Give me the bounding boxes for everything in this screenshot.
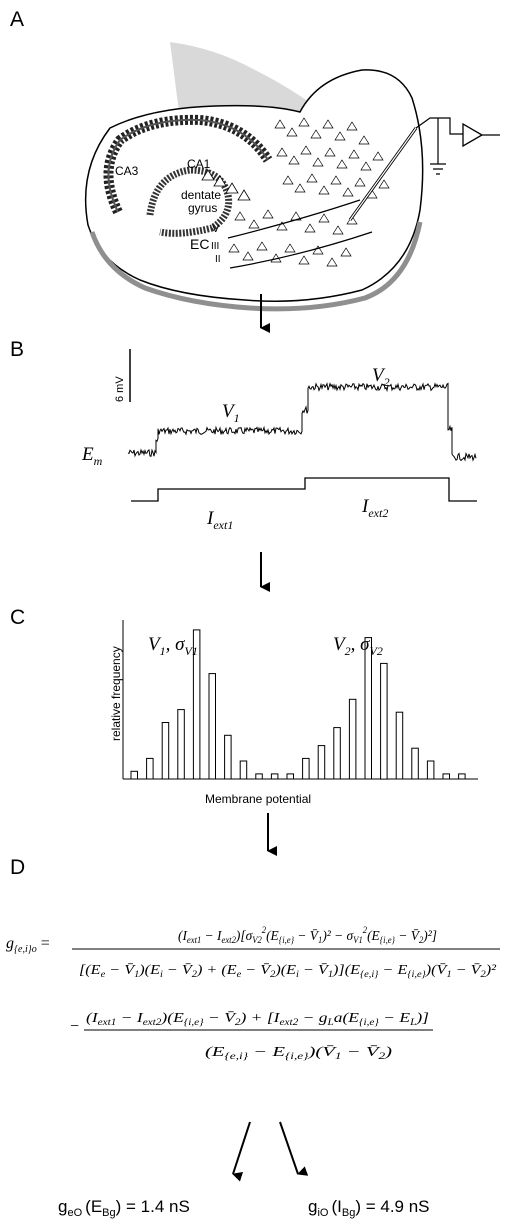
svg-text:g{e,i}o =: g{e,i}o =	[6, 935, 50, 955]
conductance-equation: g{e,i}o = (Iext1 − Iext2)[σV22(E{i,e} − …	[6, 925, 500, 1061]
arrow-to-ge	[232, 1121, 251, 1182]
histogram-bar	[364, 637, 372, 780]
result-ge: geO (EBg) = 1.4 nS	[58, 1197, 190, 1219]
layer-iii-label: III	[211, 241, 219, 252]
svg-text:(Iext1 − Iext2)(E{i,e} − V̄2): (I ext1 − Iext2)(E {i,e} − V̄ 2) + [I ext2 −…	[86, 1011, 429, 1027]
svg-text:[(Ee − V̄1)(Ei − V̄2) + (Ee −: [(E e − V̄ 1)(E i − V̄ 2) + (E e − V̄ 2)(E i − …	[79, 963, 497, 979]
histogram-bar	[333, 727, 341, 780]
histogram-bar	[442, 773, 450, 780]
iext1-label: Iext1	[206, 508, 233, 532]
hippocampus-slice-drawing	[84, 42, 500, 312]
region-ca1: CA1	[187, 157, 211, 171]
dentate-gyrus-layer	[146, 166, 233, 237]
histogram-bar	[380, 662, 388, 780]
ca1-cells	[201, 169, 251, 201]
histogram-bar	[208, 673, 216, 780]
svg-text:−: −	[70, 1018, 79, 1035]
v2-label: V2	[372, 365, 390, 389]
histogram-bar	[130, 770, 138, 780]
histogram-bar	[255, 773, 263, 780]
amplifier-icon	[462, 122, 484, 148]
panel-d-letter: D	[10, 856, 25, 879]
slice-outline	[84, 69, 424, 302]
region-dentate: dentate	[181, 188, 221, 202]
layer-v-label: V	[212, 223, 220, 235]
histogram-bar	[146, 757, 154, 780]
v1-label: V1	[222, 401, 240, 425]
histogram-bar	[286, 773, 294, 780]
iext2-label: Iext2	[361, 496, 388, 520]
layer-ii-label: II	[215, 254, 221, 265]
histogram-bar	[348, 698, 357, 780]
panel-c-letter: C	[10, 606, 25, 629]
region-ec: EC	[190, 236, 209, 252]
result-gi: giO (IBg) = 4.9 nS	[308, 1197, 430, 1219]
histogram-bar	[192, 629, 201, 780]
histogram-bar	[458, 773, 466, 780]
annotation-v1-sigma: V1, σV1	[148, 634, 198, 658]
scale-bar-label: 6 mV	[114, 376, 126, 402]
histogram-bar	[302, 757, 310, 780]
panel-a-letter: A	[10, 8, 24, 31]
current-step-protocol	[131, 477, 477, 502]
em-label: Em	[81, 444, 103, 468]
histogram-bar	[270, 773, 279, 780]
ground-icon	[430, 118, 446, 175]
slice-edge	[89, 221, 423, 312]
region-ca3: CA3	[115, 164, 139, 178]
histogram-bar	[426, 760, 435, 780]
histogram-bar	[177, 709, 185, 780]
annotation-v2-sigma: V2, σV2	[333, 634, 383, 658]
svg-text:(Iext1 − Iext2)[σV22(E{i,e} −: (Iext1 − Iext2)[σV22(E{i,e} − V̄1)² − σV…	[178, 925, 437, 945]
histogram-ylabel: relative frequency	[109, 646, 123, 741]
voltage-trace	[127, 382, 477, 462]
histogram-bar	[224, 734, 232, 780]
histogram-bar	[411, 747, 419, 780]
histogram-bar	[239, 760, 248, 780]
arrow-to-gi	[279, 1121, 309, 1176]
histogram-bar	[161, 722, 170, 780]
svg-text:(E{e,i} − E{i,e})(V̄1 − V̄2): (E {e,i} − E {i,e})(V̄ 1 − V̄ 2)	[205, 1045, 392, 1061]
panel-b-letter: B	[10, 338, 24, 361]
pyramidal-core	[107, 118, 269, 213]
histogram-xlabel: Membrane potential	[205, 792, 311, 806]
histogram-bar	[317, 745, 326, 780]
histogram-bar	[395, 711, 404, 780]
histogram-bars	[130, 629, 466, 780]
region-gyrus: gyrus	[188, 201, 217, 215]
ec-cells	[228, 117, 390, 267]
